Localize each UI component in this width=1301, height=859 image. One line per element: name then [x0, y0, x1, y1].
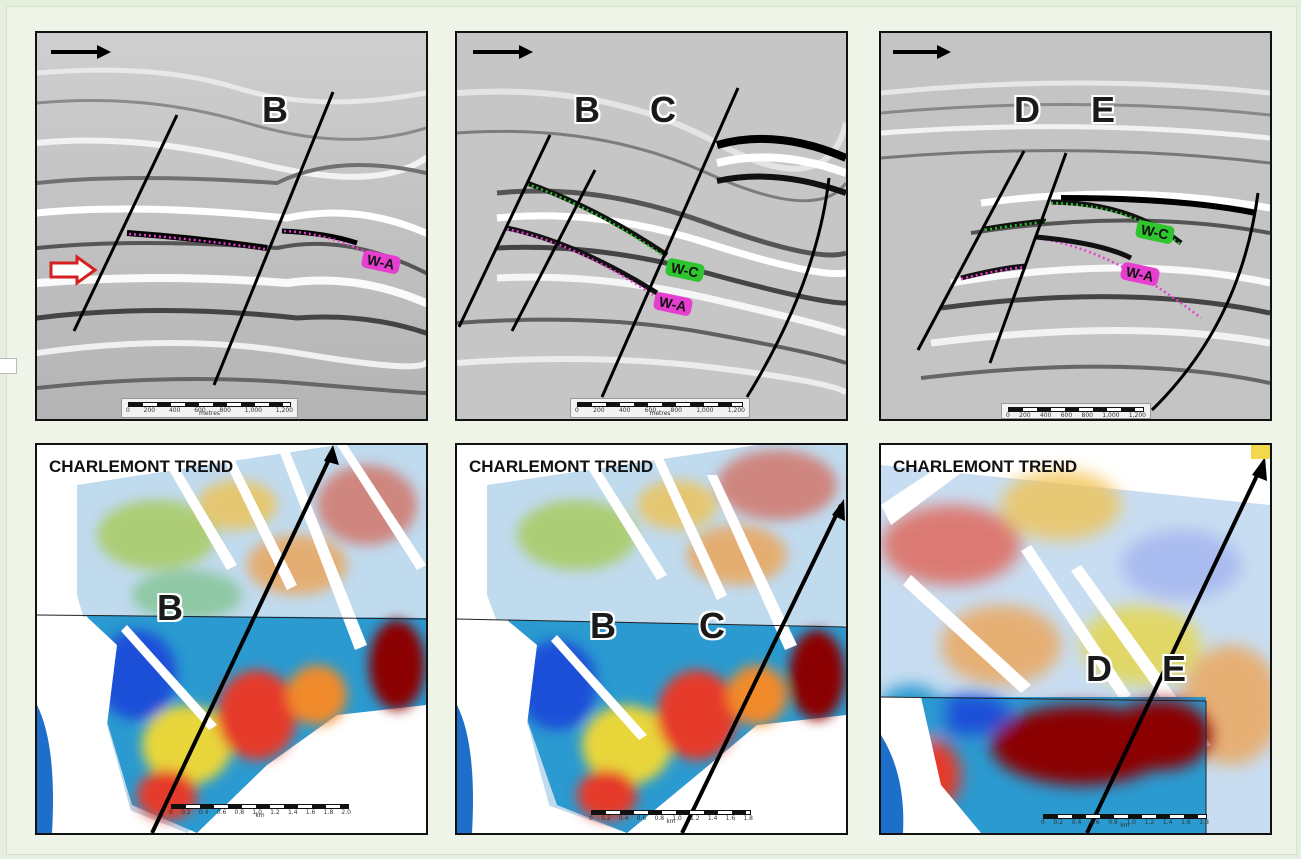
- fault-label-e: E: [1091, 89, 1116, 130]
- scale-bar: 0 200 400 600 800 1,000 1,200 metres: [570, 398, 750, 418]
- scale-bar: 0 0.2 0.4 0.6 0.8 1.0 1.2 1.4 1.6 1.8 km: [585, 807, 757, 825]
- scale-ticks: 0 0.2 0.4 0.6 0.8 1.0 1.2 1.4 1.6 1.8: [1041, 819, 1209, 826]
- fault-label-b: B: [574, 89, 600, 130]
- side-tab-handle[interactable]: [0, 358, 17, 374]
- reflectors: [37, 67, 426, 395]
- arrow-right-icon: [893, 45, 951, 59]
- scale-unit: km: [1120, 822, 1130, 829]
- scale-ticks: 0 200 400 600 800 1,000 1,200: [575, 407, 745, 414]
- fault-label-b: B: [590, 605, 616, 646]
- scale-ticks: 0 0.2 0.4 0.6 0.8 1.0 1.2 1.4 1.6 1.8 2.0: [169, 809, 351, 816]
- fault-label-c: C: [699, 605, 725, 646]
- map-panel-3: CHARLEMONT TREND D E 0 0.2 0.4 0.6 0.8 1.0 1.2…: [879, 443, 1272, 835]
- scale-bar: 0 0.2 0.4 0.6 0.8 1.0 1.2 1.4 1.6 1.8 km: [1037, 811, 1213, 829]
- fault-label-b: B: [262, 89, 288, 130]
- attribute-map-2: [457, 445, 846, 833]
- scale-unit: metres: [649, 410, 671, 417]
- hollow-arrow-icon: [49, 254, 98, 286]
- attribute-map-3: [881, 445, 1270, 833]
- scale-ticks: 0 200 400 600 800 1,000 1,200: [1006, 412, 1146, 419]
- scale-ticks: 0 200 400 600 800 1,000 1,200: [126, 407, 293, 414]
- map-title: CHARLEMONT TREND: [469, 457, 654, 476]
- map-panel-2: CHARLEMONT TREND B C 0 0.2 0.4 0.6 0.8 1.0 1.2…: [455, 443, 848, 835]
- scale-unit: metres: [198, 410, 221, 417]
- scale-unit: km: [666, 818, 676, 825]
- seismic-section-2: [457, 33, 846, 419]
- map-title: CHARLEMONT TREND: [49, 457, 234, 476]
- seismic-panel-1: B W-A 0 200 400 600 800 1,000 1,200 metres: [35, 31, 428, 421]
- fault-label-c: C: [650, 89, 676, 130]
- seismic-panel-3: D E W-C W-A 0 200 400 600 800 1,000 1,200: [879, 31, 1272, 421]
- scale-bar: 0 0.2 0.4 0.6 0.8 1.0 1.2 1.4 1.6 1.8 2.0 km: [165, 801, 355, 819]
- scale-bar: 0 200 400 600 800 1,000 1,200: [1001, 403, 1151, 419]
- seismic-section-1: [37, 33, 426, 419]
- scale-bar: 0 200 400 600 800 1,000 1,200 metres: [121, 398, 298, 418]
- arrow-right-icon: [473, 45, 533, 59]
- arrow-right-icon: [51, 45, 111, 59]
- reflectors: [881, 80, 1270, 385]
- fault-label-e: E: [1162, 648, 1187, 689]
- seismic-panel-2: B C W-C W-A 0 200 400 600 800 1,000 1,200 metr…: [455, 31, 848, 421]
- attribute-map-1: [37, 445, 426, 833]
- fault-label-b: B: [157, 587, 183, 628]
- seismic-section-3: [881, 33, 1270, 419]
- map-panel-1: CHARLEMONT TREND B 0 0.2 0.4 0.6 0.8 1.0 1.2 1.…: [35, 443, 428, 835]
- scale-ticks: 0 0.2 0.4 0.6 0.8 1.0 1.2 1.4 1.6 1.8: [589, 815, 753, 822]
- fault-label-d: D: [1014, 89, 1040, 130]
- scale-unit: km: [255, 812, 265, 819]
- fault-label-d: D: [1086, 648, 1112, 689]
- map-title: CHARLEMONT TREND: [893, 457, 1078, 476]
